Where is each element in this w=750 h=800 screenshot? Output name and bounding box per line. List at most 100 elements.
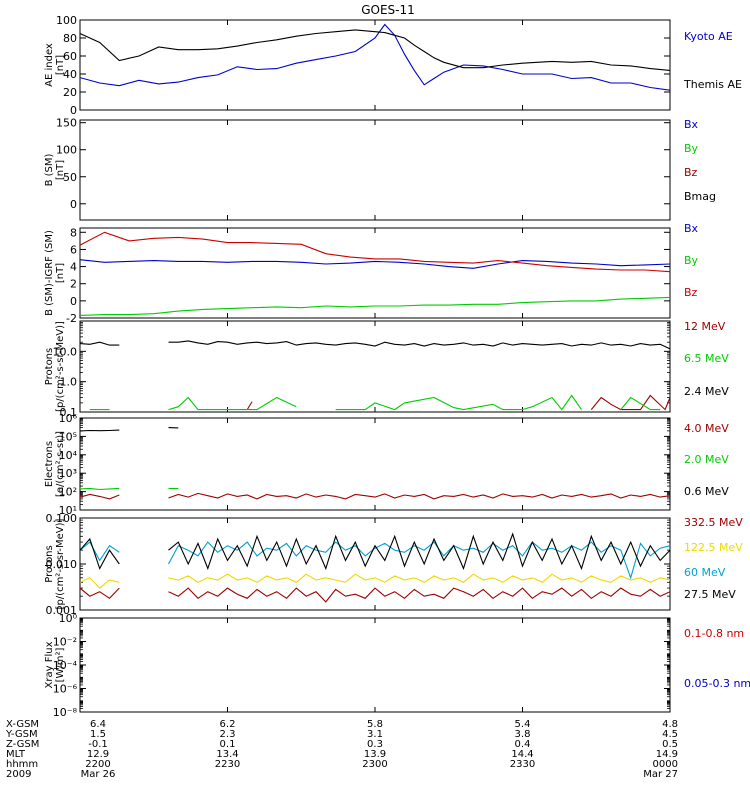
x-row-value: 0000 [653, 759, 678, 770]
y-tick-label: 20 [63, 86, 77, 99]
y-tick-label: 50 [63, 171, 77, 184]
panel-2: 0 50 100 150 B (SM)[nT] Bx By Bz Bmag [44, 117, 716, 221]
legend-entry: By [684, 254, 699, 267]
x-row-value: 14.9 [656, 749, 678, 760]
y-tick-label: 10⁰ [59, 612, 78, 625]
y-axis-label-line: [p/(cm²-s-sr-MeV)] [55, 321, 66, 412]
legend-entry: 0.05-0.3 nm [684, 677, 750, 690]
y-axis-label: B (SM)-IGRF (SM)[nT] [44, 230, 66, 316]
x-row-value: 2300 [362, 759, 387, 770]
series-line-12-mev [246, 394, 670, 411]
panel-frame [79, 320, 671, 413]
y-tick-label: 10⁻⁶ [53, 683, 78, 696]
legend-entry: 60 MeV [684, 566, 726, 579]
series-line-2-0-mev [80, 488, 670, 489]
panel-5: 10¹ 10² 10³ 10⁴ 10⁵ 10⁶ Electrons[e/(cm²-s-sr)… [44, 412, 729, 517]
series-line-bz [80, 231, 670, 273]
legend-entry: 0.6 MeV [684, 485, 729, 498]
x-row-value: 2330 [510, 759, 535, 770]
y-tick-label: 10⁻² [53, 636, 77, 649]
legend-entry: 0.1-0.8 nm [684, 627, 744, 640]
x-row-value: 6.4 [90, 719, 106, 730]
y-tick-label: 40 [63, 68, 77, 81]
series-line-0-6-mev [80, 428, 670, 431]
x-row-value: 12.9 [87, 749, 109, 760]
plot-title: GOES-11 [361, 3, 415, 17]
y-axis-label-line: Electrons [44, 441, 55, 487]
y-tick-label: 80 [63, 32, 77, 45]
panel-7: 10⁻⁸ 10⁻⁶ 10⁻⁴ 10⁻² 10⁰ Xray Flux[W/m²] 0.1-0.… [44, 612, 750, 719]
panel-frame [79, 417, 671, 511]
x-row-value: 3.8 [515, 729, 531, 740]
x-row-value: 5.8 [367, 719, 383, 730]
y-axis-label: Protons[p/(cm²-s-sr-MeV)] [44, 518, 66, 609]
series-line-themis-ae [80, 29, 670, 71]
series-line-kyoto-ae [80, 23, 670, 91]
y-tick-label: 6 [70, 243, 77, 256]
y-tick-label: -2 [66, 312, 77, 325]
x-row-value: 0.5 [662, 739, 678, 750]
panel-frame [79, 227, 671, 319]
x-row-value: 1.5 [90, 729, 106, 740]
y-tick-label: 10⁻⁴ [53, 659, 78, 672]
y-tick-label: 100 [56, 14, 77, 27]
legend-entry: Bz [684, 166, 698, 179]
legend-entry: Themis AE [683, 78, 742, 91]
x-row-value: 14.4 [511, 749, 533, 760]
y-axis-label: Protons[p/(cm²-s-sr-MeV)] [44, 321, 66, 412]
panel-frame [79, 617, 671, 713]
y-axis-label: B (SM)[nT] [44, 153, 66, 186]
y-axis-label-line: AE index [44, 43, 55, 87]
x-row-value: 13.4 [216, 749, 238, 760]
y-axis-label-line: [nT] [55, 55, 66, 75]
y-tick-label: 10³ [59, 467, 77, 480]
legend-entry: 2.0 MeV [684, 453, 729, 466]
y-tick-label: 1.0 [60, 376, 78, 389]
y-axis-label-line: B (SM) [44, 153, 55, 186]
y-axis-label-line: [nT] [55, 263, 66, 283]
y-tick-label: 150 [56, 117, 77, 130]
x-row-value: 0.1 [220, 739, 236, 750]
x-row-value: -0.1 [88, 739, 108, 750]
y-tick-label: 0.1 [60, 406, 78, 419]
y-axis-label: Electrons[e/(cm²-s-sr)] [44, 431, 66, 497]
legend-entry: 27.5 MeV [684, 588, 736, 601]
legend-entry: 2.4 MeV [684, 385, 729, 398]
panel-frame [79, 19, 671, 111]
series-line-332-5-mev [80, 587, 670, 603]
x-row-value: 6.2 [220, 719, 236, 730]
y-tick-label: 0.010 [46, 558, 78, 571]
panel-frame [79, 119, 671, 221]
y-tick-label: 10⁴ [59, 449, 78, 462]
y-tick-label: 10⁶ [59, 412, 78, 425]
x-row-value: Mar 27 [643, 769, 678, 780]
legend-entry: Kyoto AE [684, 30, 733, 43]
y-tick-label: 60 [63, 50, 77, 63]
series-line-60-mev [80, 541, 670, 580]
x-row-value: 3.1 [367, 729, 383, 740]
y-tick-label: 10.0 [53, 345, 78, 358]
legend-entry: Bx [684, 118, 699, 131]
y-tick-label: 0 [70, 198, 77, 211]
panel-3: -2 0 2 4 6 8 B (SM)-IGRF (SM)[nT] Bx By Bz [44, 222, 699, 325]
x-row-label: X-GSM [6, 719, 39, 730]
y-axis-label-line: [p/(cm²-s-sr-MeV)] [55, 518, 66, 609]
y-axis-label-line: Xray Flux [44, 641, 55, 688]
y-tick-label: 2 [70, 278, 77, 291]
series-line-by [80, 296, 670, 316]
panel-6: 0.0010.0100.100Protons[p/(cm²-s-sr-MeV)]… [44, 512, 743, 617]
y-tick-label: 10¹ [59, 504, 77, 517]
y-axis-label-line: B (SM)-IGRF (SM) [44, 230, 55, 316]
legend-entry: Bx [684, 222, 699, 235]
y-axis-label: Xray Flux[W/m²] [44, 641, 66, 688]
series-line-bx [80, 259, 670, 269]
y-tick-label: 0 [70, 295, 77, 308]
series-line-4-0-mev [80, 492, 670, 500]
x-row-value: 4.8 [662, 719, 678, 730]
x-row-value: 2230 [215, 759, 240, 770]
legend-entry: 6.5 MeV [684, 352, 729, 365]
x-row-value: 2200 [85, 759, 110, 770]
series-line-6-5-mev [89, 394, 661, 411]
legend-entry: 122.5 MeV [684, 541, 743, 554]
